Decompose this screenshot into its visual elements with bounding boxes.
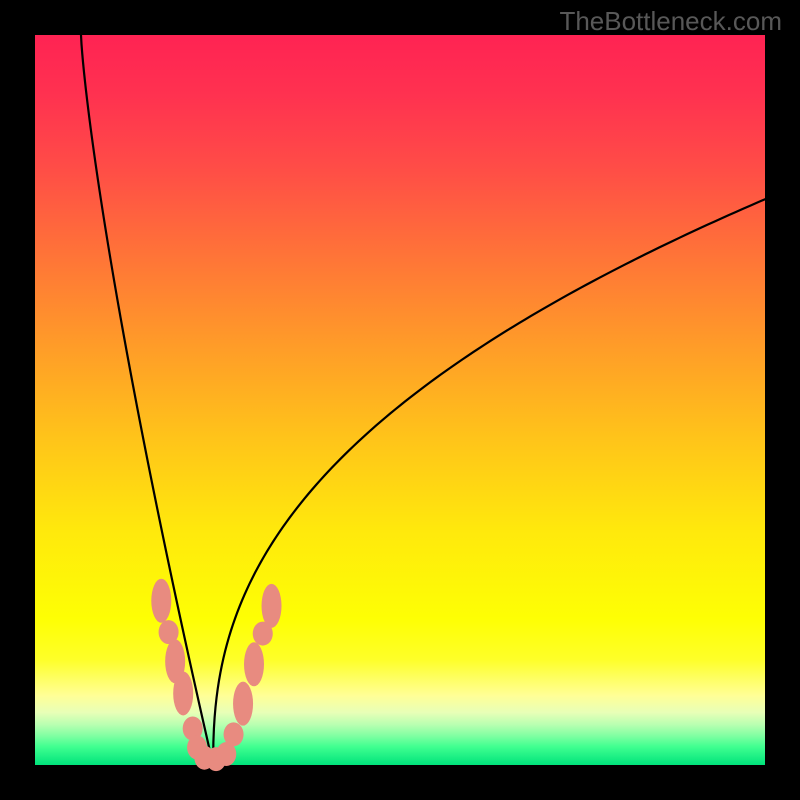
watermark-label: TheBottleneck.com [559,6,782,37]
curve-layer [35,35,765,765]
curve-marker [151,579,171,623]
curve-marker [224,722,244,746]
plot-area [35,35,765,765]
curve-marker [233,682,253,726]
curve-marker [262,584,282,628]
curve-right-branch [213,199,765,765]
curve-marker [244,642,264,686]
chart-container: TheBottleneck.com [0,0,800,800]
curve-marker [173,671,193,715]
curve-left-branch [81,35,213,765]
